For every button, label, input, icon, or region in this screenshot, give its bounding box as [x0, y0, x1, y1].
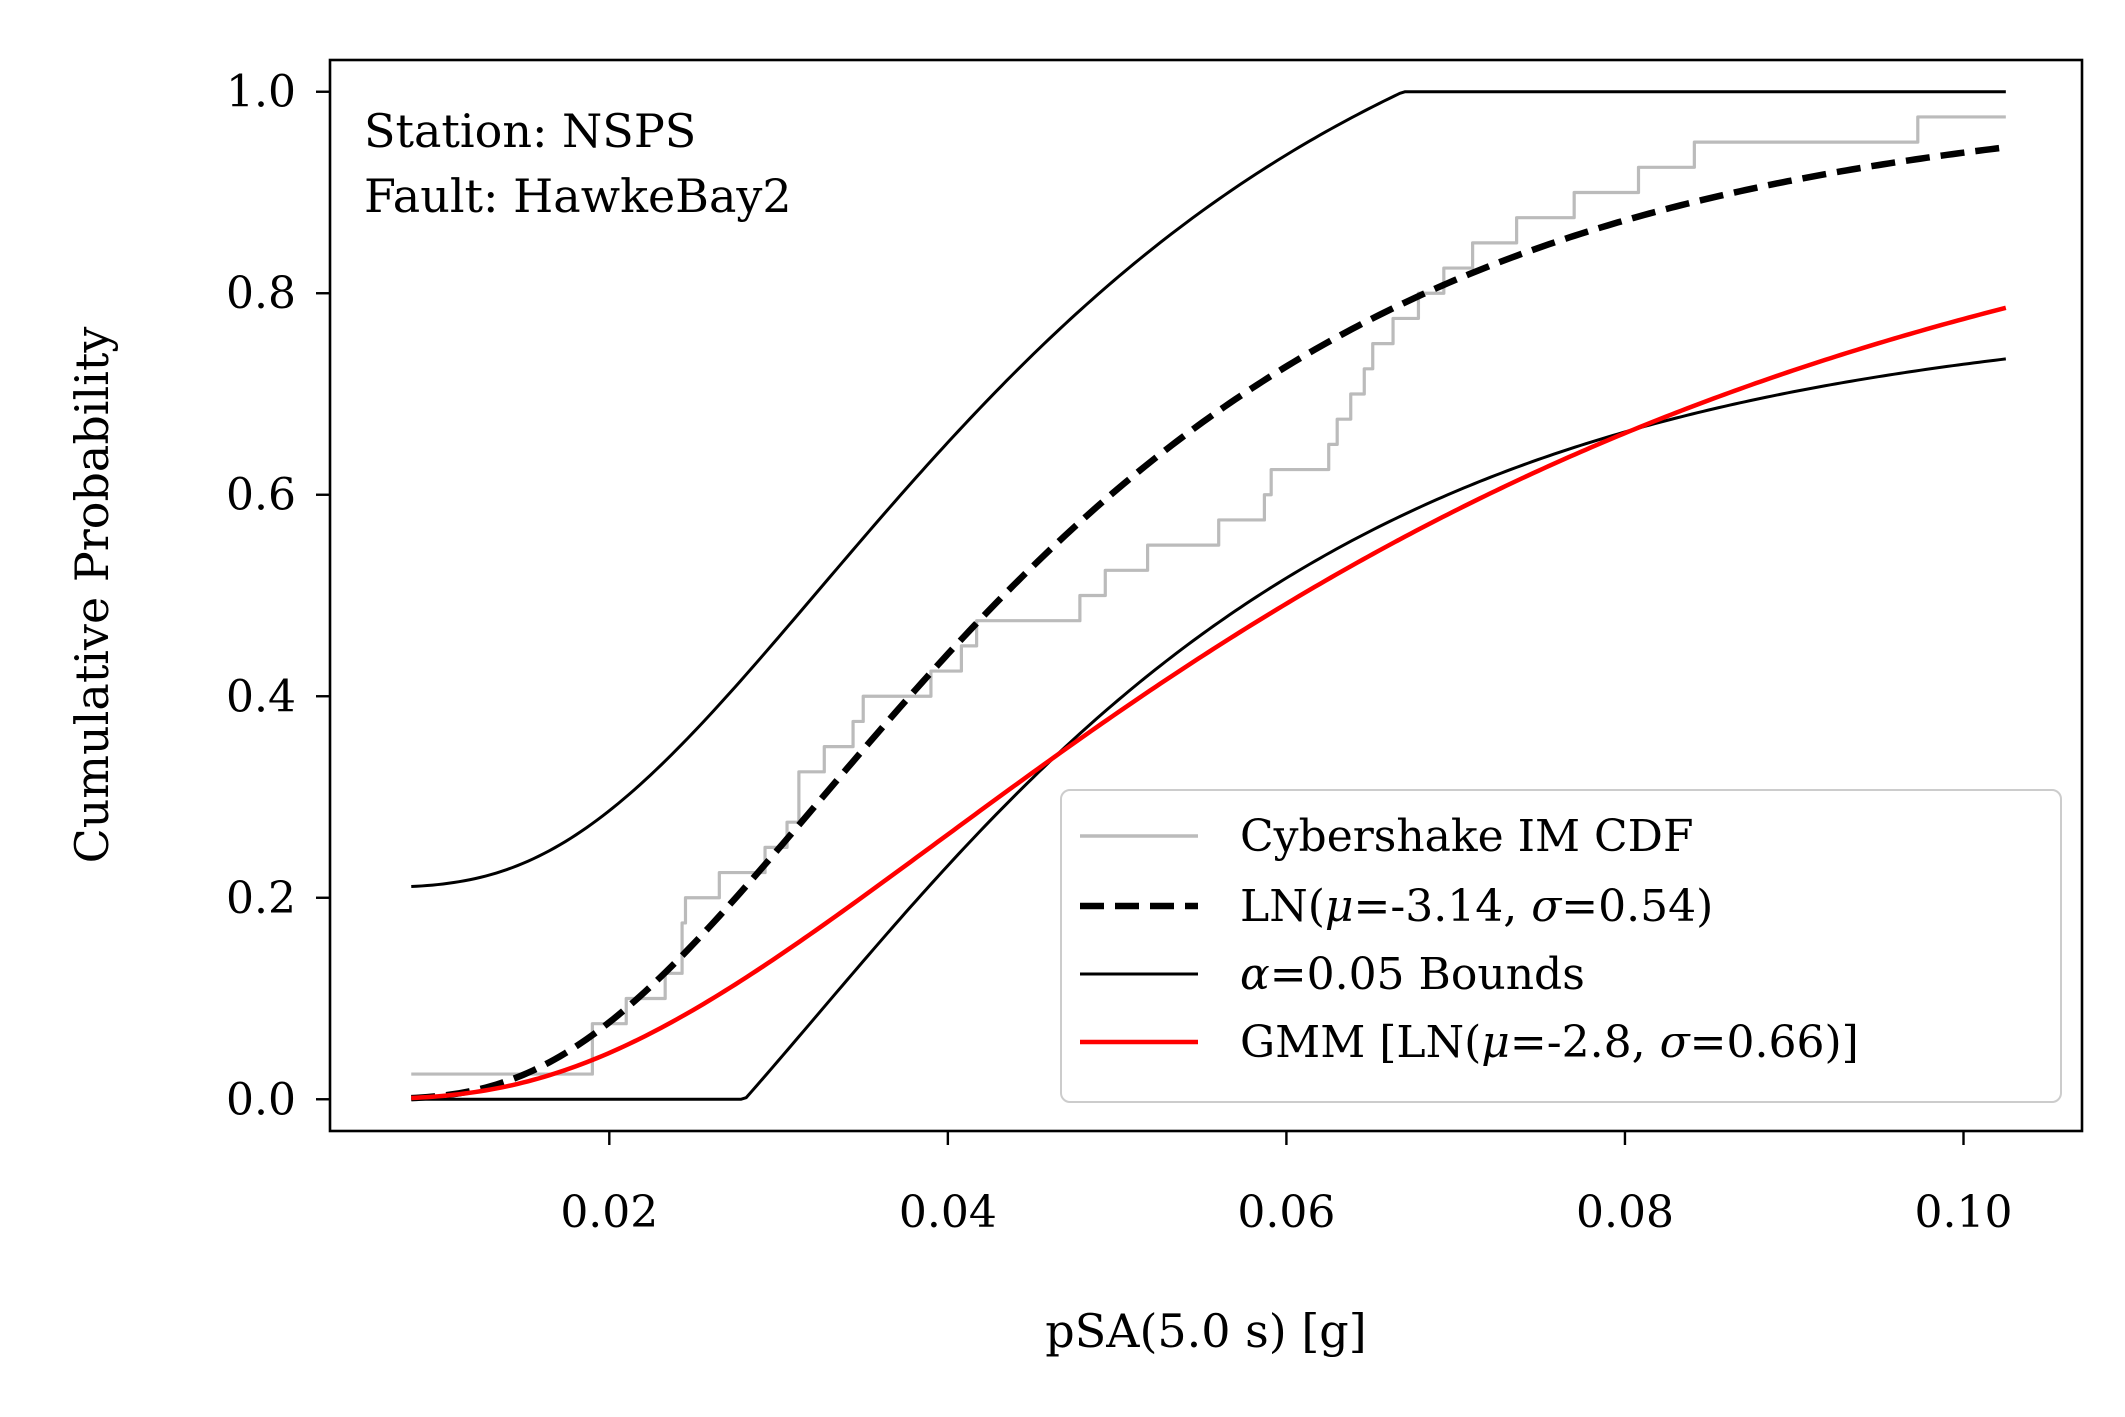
- y-tick-label: 0.4: [226, 671, 296, 722]
- y-tick-label: 1.0: [226, 67, 296, 118]
- x-tick-label: 0.06: [1237, 1187, 1335, 1238]
- legend-label-gmm: GMM [LN(μ=-2.8, σ=0.66)]: [1240, 1017, 1859, 1068]
- gmm-line: [411, 305, 2007, 1101]
- y-tick-label: 0.6: [226, 470, 296, 521]
- x-tick-label: 0.08: [1576, 1187, 1674, 1238]
- legend-label-ln: LN(μ=-3.14, σ=0.54): [1240, 881, 1713, 932]
- plot-frame: [328, 58, 2084, 1133]
- x-tick-label: 0.02: [560, 1187, 658, 1238]
- fault-annotation: Fault: HawkeBay2: [364, 169, 792, 223]
- station-annotation: Station: NSPS: [364, 104, 696, 158]
- legend: Cybershake IM CDF LN(μ=-3.14, σ=0.54) α=…: [1060, 789, 2062, 1103]
- y-tick-label: 0.0: [226, 1074, 296, 1125]
- y-axis: 0.0 0.2 0.4 0.6 0.8 1.0: [226, 67, 330, 1125]
- x-tick-label: 0.10: [1915, 1187, 2013, 1238]
- legend-box: [1060, 789, 2062, 1103]
- series-layer: [411, 90, 2007, 1102]
- y-tick-label: 0.8: [226, 268, 296, 319]
- x-axis-label: pSA(5.0 s) [g]: [1045, 1304, 1366, 1358]
- bound-line: [411, 90, 2006, 889]
- lognormal-fit-line: [411, 144, 2007, 1102]
- y-axis-label: Cumulative Probability: [65, 327, 119, 864]
- legend-label-ecdf: Cybershake IM CDF: [1240, 811, 1694, 862]
- legend-label-bounds: α=0.05 Bounds: [1240, 949, 1585, 1000]
- x-axis: 0.02 0.04 0.06 0.08 0.10: [560, 1131, 2012, 1238]
- bound-line: [411, 357, 2007, 1101]
- x-tick-label: 0.04: [899, 1187, 997, 1238]
- y-tick-label: 0.2: [226, 873, 296, 924]
- ecdf-step-line: [411, 115, 2006, 1076]
